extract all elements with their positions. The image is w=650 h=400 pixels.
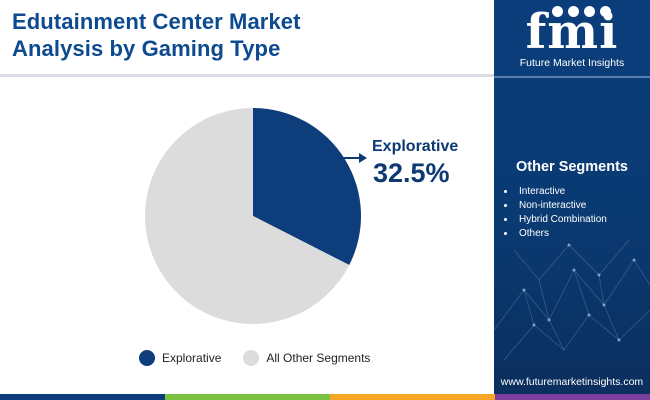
segment-item: Non-interactive — [504, 198, 607, 212]
title-divider — [0, 74, 494, 77]
other-segments-heading: Other Segments — [516, 159, 628, 175]
footer-color-segment — [165, 394, 330, 400]
pie-slice-all-other-segments — [145, 108, 350, 324]
legend-item-explorative: Explorative — [139, 350, 221, 366]
segment-item: Interactive — [504, 184, 607, 198]
footer-color-segment — [495, 394, 650, 400]
legend-label-other: All Other Segments — [266, 351, 371, 365]
other-segments-list: Interactive Non-interactive Hybrid Combi… — [504, 184, 607, 240]
chart-title-line-2: Analysis by Gaming Type — [12, 36, 281, 61]
globe-icon — [552, 6, 563, 17]
chart-title-line-1: Edutainment Center Market — [12, 9, 301, 34]
panel-divider — [494, 76, 650, 78]
pie-slices — [145, 108, 361, 324]
bullet-icon — [504, 203, 507, 207]
segment-item: Others — [504, 226, 607, 240]
legend-label-explorative: Explorative — [162, 351, 222, 365]
segment-label: Hybrid Combination — [519, 213, 607, 225]
callout-label: Explorative — [372, 138, 459, 155]
cart-icon — [568, 6, 579, 17]
segment-label: Interactive — [519, 185, 566, 197]
legend-swatch-other — [243, 350, 260, 366]
chart-icon — [600, 6, 611, 17]
segment-label: Others — [519, 227, 550, 239]
footer-color-segment — [0, 394, 165, 400]
bullet-icon — [504, 217, 507, 221]
logo-icons — [552, 6, 616, 17]
callout-arrow — [343, 153, 367, 163]
website-url: www.futuremarketinsights.com — [500, 376, 644, 388]
bullet-icon — [504, 189, 507, 193]
callout-value: 32.5% — [373, 158, 450, 188]
logo-area: fmi Future Market Insights — [494, 0, 650, 76]
legend-swatch-explorative — [139, 350, 155, 366]
person-icon — [584, 6, 595, 17]
chart-legend: Explorative All Other Segments — [139, 350, 392, 366]
segment-label: Non-interactive — [519, 199, 587, 211]
segment-item: Hybrid Combination — [504, 212, 607, 226]
bullet-icon — [504, 231, 507, 235]
network-decoration — [494, 239, 650, 361]
chart-title: Edutainment Center Market Analysis by Ga… — [12, 8, 482, 62]
footer-color-bar — [0, 394, 650, 400]
side-panel: fmi Future Market Insights Other Segment… — [494, 0, 650, 394]
footer-color-segment — [330, 394, 495, 400]
pie-slice-explorative — [253, 108, 361, 266]
logo-caption: Future Market Insights — [519, 57, 625, 69]
slice-callout: Explorative 32.5% — [372, 137, 458, 189]
legend-item-other: All Other Segments — [243, 350, 370, 366]
pie-chart — [145, 108, 367, 324]
